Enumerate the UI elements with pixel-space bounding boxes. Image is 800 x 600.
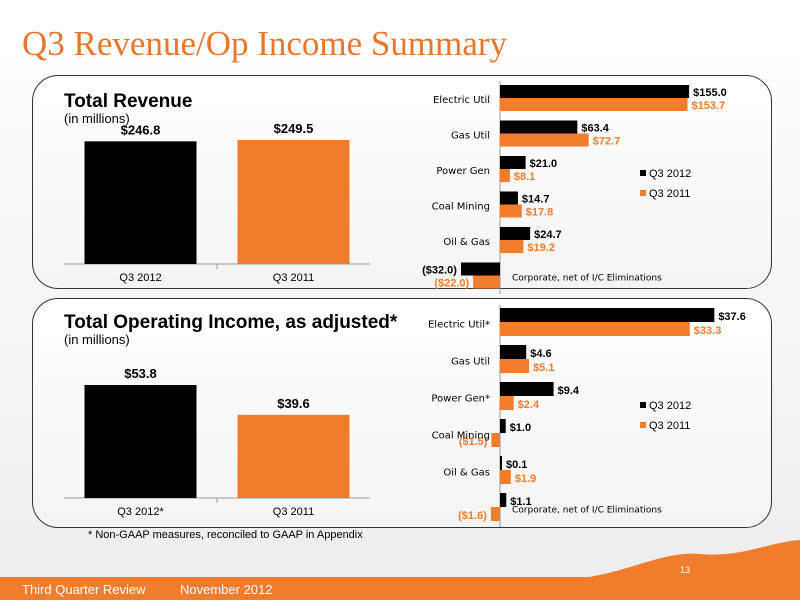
- op-income-segment-bar: [500, 456, 502, 470]
- revenue-segment-bar: [473, 275, 500, 289]
- op-income-segment-value-label: $1.0: [510, 422, 531, 434]
- op-income-segment-bar: [500, 322, 690, 336]
- revenue-segment-bar: [500, 98, 688, 111]
- op-income-chart-subtitle: (in millions): [64, 332, 130, 347]
- revenue-segment-bar: [500, 227, 531, 240]
- op-income-segment-bar: [500, 359, 530, 373]
- revenue-segment-category-label: Gas Util: [451, 130, 490, 141]
- op-income-segment-bar: [490, 507, 500, 521]
- op-income-category-label: Q3 2012*: [117, 506, 164, 518]
- op-income-segment-value-label: $33.3: [694, 325, 722, 337]
- revenue-segment-bar: [500, 85, 690, 98]
- revenue-value-label: $246.8: [121, 122, 161, 137]
- op-income-bar: [237, 414, 350, 498]
- op-income-segment-value-label: $9.4: [558, 385, 580, 397]
- op-income-segment-value-label: $5.1: [533, 362, 554, 374]
- footer-wave: [560, 540, 800, 580]
- op-income-segment-value-label: $0.1: [506, 459, 527, 471]
- revenue-segment-category-label: Oil & Gas: [443, 237, 490, 248]
- op-income-segment-value-label: ($1.5): [459, 436, 488, 448]
- revenue-chart-subtitle: (in millions): [64, 111, 130, 126]
- revenue-segment-legend-swatch: [640, 170, 646, 176]
- op-income-segment-bar: [500, 308, 715, 322]
- op-income-segment-category-label: Power Gen*: [431, 394, 490, 405]
- revenue-segment-bar: [460, 262, 500, 276]
- revenue-bar: [84, 141, 197, 264]
- op-income-segment-value-label: $2.4: [518, 399, 540, 411]
- op-income-segment-bar: [500, 493, 507, 507]
- op-income-segment-legend-swatch: [640, 402, 646, 408]
- op-income-segment-category-label: Electric Util*: [428, 320, 490, 331]
- revenue-segment-value-label: $155.0: [693, 87, 727, 99]
- op-income-segment-category-label: Oil & Gas: [443, 468, 490, 479]
- revenue-segment-bar: [500, 204, 522, 218]
- footer-date: November 2012: [180, 582, 273, 597]
- revenue-segment-legend-label: Q3 2011: [649, 188, 690, 200]
- op-income-segment-category-label: Corporate, net of I/C Eliminations: [512, 506, 662, 516]
- revenue-value-label: $249.5: [274, 121, 314, 136]
- revenue-segment-value-label: $8.1: [514, 171, 535, 183]
- revenue-segment-value-label: $63.4: [581, 123, 609, 135]
- revenue-segment-value-label: ($32.0): [422, 265, 457, 277]
- op-income-bar: [84, 385, 197, 498]
- op-income-segment-value-label: $4.6: [530, 348, 551, 360]
- op-income-segment-legend-label: Q3 2012: [649, 400, 691, 412]
- revenue-segment-bar: [500, 133, 589, 147]
- page-number: 13: [679, 565, 690, 575]
- revenue-segment-category-label: Power Gen: [436, 166, 490, 177]
- revenue-segment-value-label: $17.8: [526, 207, 554, 219]
- revenue-segment-bar: [500, 169, 510, 182]
- revenue-segment-legend-label: Q3 2012: [649, 168, 691, 180]
- revenue-chart-title: Total Revenue: [64, 91, 193, 112]
- op-income-segment-bar: [500, 470, 511, 484]
- revenue-segment-value-label: $72.7: [593, 136, 621, 148]
- revenue-bar: [237, 140, 350, 264]
- op-income-chart-title: Total Operating Income, as adjusted*: [64, 312, 398, 333]
- page-title: Q3 Revenue/Op Income Summary: [22, 24, 508, 63]
- op-income-segment-bar: [500, 396, 514, 410]
- op-income-segment-value-label: $37.6: [718, 311, 746, 323]
- footer-bar: Third Quarter Review November 2012: [0, 577, 800, 600]
- op-income-segment-value-label: $1.1: [510, 496, 531, 508]
- op-income-segment-legend-swatch: [640, 422, 646, 428]
- revenue-category-label: Q3 2012: [119, 272, 161, 284]
- revenue-category-label: Q3 2011: [273, 272, 314, 284]
- op-income-segment-bar: [500, 419, 506, 433]
- revenue-segment-bar: [500, 191, 518, 205]
- revenue-segment-value-label: ($22.0): [434, 278, 469, 290]
- revenue-segment-legend-swatch: [640, 190, 646, 196]
- footnote: * Non-GAAP measures, reconciled to GAAP …: [88, 529, 363, 541]
- op-income-segment-legend-label: Q3 2011: [649, 420, 690, 432]
- revenue-segment-value-label: $153.7: [692, 100, 726, 112]
- revenue-segment-bar: [500, 120, 578, 134]
- op-income-segment-category-label: Coal Mining: [432, 431, 490, 442]
- revenue-segment-category-label: Electric Util: [433, 95, 490, 106]
- op-income-category-label: Q3 2011: [273, 506, 314, 518]
- op-income-value-label: $39.6: [277, 396, 310, 411]
- op-income-value-label: $53.8: [124, 366, 157, 381]
- op-income-segment-value-label: $1.9: [515, 473, 536, 485]
- op-income-segment-category-label: Gas Util: [451, 357, 490, 368]
- revenue-segment-value-label: $14.7: [522, 194, 550, 206]
- op-income-segment-bar: [500, 382, 554, 396]
- revenue-segment-bar: [500, 156, 526, 169]
- op-income-segment-bar: [500, 345, 527, 359]
- revenue-segment-value-label: $19.2: [527, 242, 555, 254]
- revenue-segment-category-label: Corporate, net of I/C Eliminations: [512, 273, 662, 283]
- revenue-segment-value-label: $24.7: [534, 229, 562, 241]
- revenue-segment-bar: [500, 240, 524, 253]
- revenue-segment-value-label: $21.0: [530, 158, 558, 170]
- op-income-segment-bar: [491, 433, 500, 447]
- footer-label: Third Quarter Review: [22, 582, 146, 597]
- op-income-segment-value-label: ($1.6): [458, 510, 487, 522]
- revenue-segment-category-label: Coal Mining: [432, 201, 490, 212]
